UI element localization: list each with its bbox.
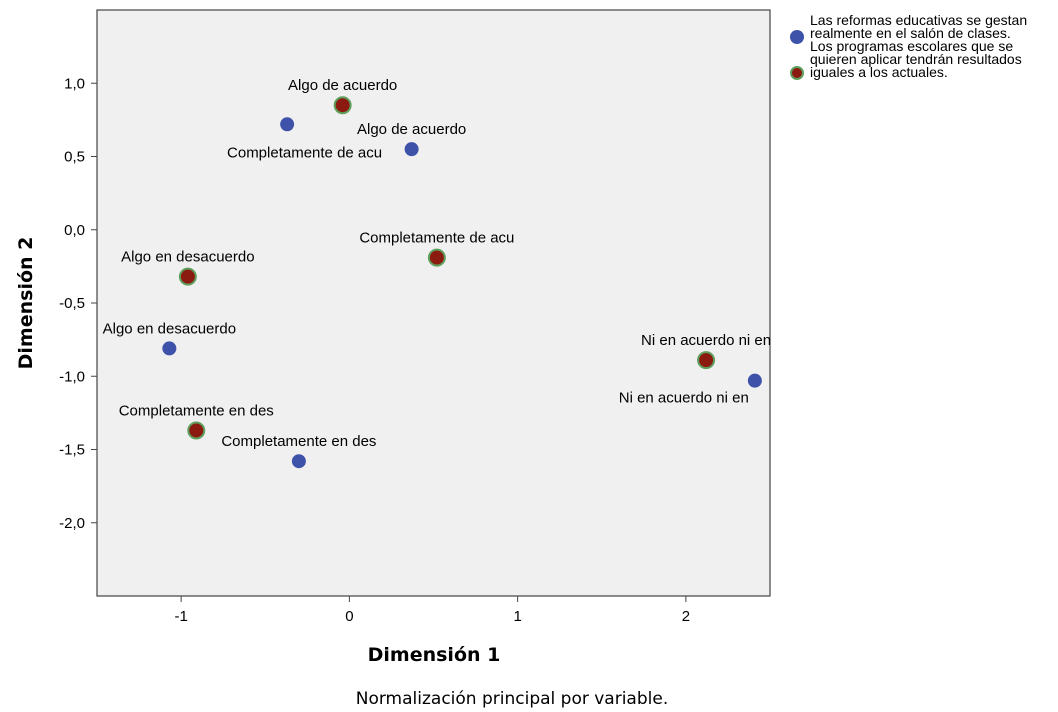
y-tick-label: -0,5 (59, 295, 85, 312)
y-tick-label: -1,0 (59, 368, 85, 385)
y-tick-label: -1,5 (59, 442, 85, 459)
x-tick-label: 1 (513, 608, 521, 625)
data-point-series-1 (280, 117, 295, 132)
x-tick-label: 2 (682, 608, 690, 625)
point-label: Algo en desacuerdo (121, 249, 254, 266)
legend-item-series-1: Las reformas educativas se gestan realme… (790, 12, 1058, 44)
point-label: Algo en desacuerdo (103, 320, 236, 337)
data-points (162, 96, 762, 469)
plot-area (96, 9, 771, 597)
point-label: Completamente en des (221, 433, 376, 450)
x-tick-label: -1 (174, 608, 187, 625)
legend-label: Las reformas educativas se gestan realme… (810, 12, 1028, 41)
legend-marker-blue (790, 30, 804, 44)
chart-note: Normalización principal por variable. (356, 689, 668, 709)
point-label: Completamente de acu (359, 230, 514, 247)
data-point-series-2 (333, 96, 352, 115)
point-label: Completamente de acu (227, 144, 382, 161)
legend-item-series-2: Los programas escolares que se quieren a… (790, 38, 1058, 80)
y-tick-label: 0,5 (64, 149, 85, 166)
axis-ticks: -1 0 1 2 1,0 0,5 0,0 -0,5 -1,0 -1,5 -2,0 (59, 75, 690, 625)
data-point-series-2 (697, 351, 716, 370)
x-tick-label: 0 (345, 608, 353, 625)
y-tick-label: -2,0 (59, 515, 85, 532)
point-label: Algo de acuerdo (357, 121, 466, 138)
data-point-series-1 (404, 142, 419, 157)
legend-marker-red (790, 66, 804, 80)
data-point-series-2 (178, 267, 197, 286)
data-point-series-1 (747, 373, 762, 388)
legend: Las reformas educativas se gestan realme… (790, 12, 1058, 80)
data-point-series-1 (291, 454, 306, 469)
y-tick-label: 0,0 (64, 222, 85, 239)
x-axis-title: Dimensión 1 (368, 644, 501, 666)
point-label: Ni en acuerdo ni en (641, 332, 771, 349)
data-point-series-2 (187, 421, 206, 440)
data-point-series-1 (162, 341, 177, 356)
y-axis-title: Dimensión 2 (15, 237, 37, 370)
point-label: Ni en acuerdo ni en (619, 390, 749, 407)
legend-label: Los programas escolares que se quieren a… (810, 38, 1022, 80)
point-labels: Completamente de acu Algo de acuerdo Algo … (103, 77, 771, 450)
point-label: Algo de acuerdo (288, 77, 397, 94)
y-tick-label: 1,0 (64, 75, 85, 92)
data-point-series-2 (427, 248, 446, 267)
point-label: Completamente en des (119, 402, 274, 419)
